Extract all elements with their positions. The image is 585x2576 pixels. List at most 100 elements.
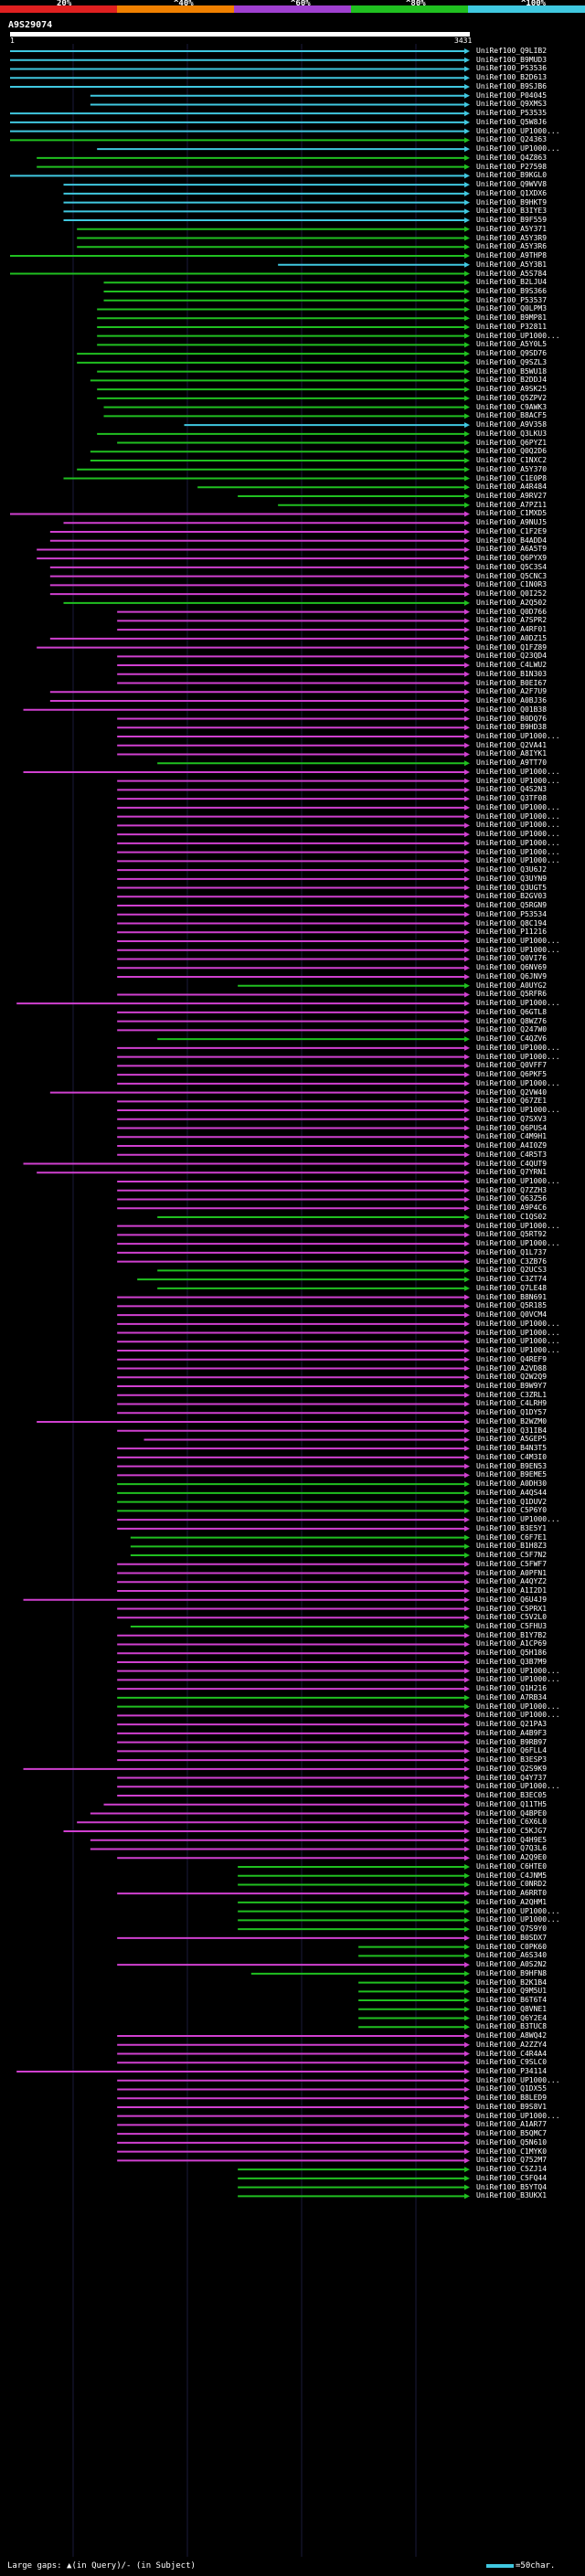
hit-label[interactable]: UniRef100_B9HKT9 — [476, 197, 548, 207]
hit-label[interactable]: UniRef100_Q752M7 — [476, 2156, 548, 2165]
hit-label[interactable]: UniRef100_A5Y3R9 — [476, 233, 548, 242]
hit-label[interactable]: UniRef100_A6S340 — [476, 1951, 548, 1960]
hit-label[interactable]: UniRef100_Q5H186 — [476, 1648, 548, 1658]
hit-label[interactable]: UniRef100_Q2VW40 — [476, 1087, 548, 1097]
hit-label[interactable]: UniRef100_B2D613 — [476, 73, 548, 82]
hit-label[interactable]: UniRef100_C4JNM5 — [476, 1871, 548, 1880]
hit-label[interactable]: UniRef100_B9KGL0 — [476, 171, 548, 180]
hit-label[interactable]: UniRef100_Q7YRN1 — [476, 1168, 548, 1177]
hit-label[interactable]: UniRef100_A9TT70 — [476, 758, 548, 768]
hit-label[interactable]: UniRef100_UP1000... — [476, 1782, 560, 1791]
hit-label[interactable]: UniRef100_Q9SD76 — [476, 349, 548, 358]
hit-label[interactable]: UniRef100_Q5RFR6 — [476, 990, 548, 999]
hit-label[interactable]: UniRef100_Q8WZ76 — [476, 1016, 548, 1025]
hit-label[interactable]: UniRef100_A1I2D1 — [476, 1586, 548, 1595]
hit-label[interactable]: UniRef100_Q3U6J2 — [476, 865, 548, 875]
hit-label[interactable]: UniRef100_C5F7N2 — [476, 1551, 548, 1560]
hit-label[interactable]: UniRef100_A4B9F3 — [476, 1728, 548, 1737]
hit-label[interactable]: UniRef100_UP1000... — [476, 1915, 560, 1924]
hit-label[interactable]: UniRef100_Q6GTL8 — [476, 1007, 548, 1016]
hit-label[interactable]: UniRef100_Q5R185 — [476, 1301, 548, 1310]
hit-label[interactable]: UniRef100_C4M3I0 — [476, 1452, 548, 1461]
hit-label[interactable]: UniRef100_A9P4C6 — [476, 1203, 548, 1213]
hit-label[interactable]: UniRef100_UP1000... — [476, 945, 560, 954]
hit-label[interactable]: UniRef100_A8IYK1 — [476, 749, 548, 758]
hit-label[interactable]: UniRef100_Q4BPE0 — [476, 1808, 548, 1818]
hit-label[interactable]: UniRef100_Q6PUS4 — [476, 1123, 548, 1132]
hit-label[interactable]: UniRef100_UP1000... — [476, 2075, 560, 2084]
hit-label[interactable]: UniRef100_UP1000... — [476, 856, 560, 865]
hit-label[interactable]: UniRef100_C9AWK3 — [476, 402, 548, 411]
hit-label[interactable]: UniRef100_B9HD38 — [476, 723, 548, 732]
hit-label[interactable]: UniRef100_Q0LPM3 — [476, 304, 548, 313]
hit-label[interactable]: UniRef100_Q247W0 — [476, 1025, 548, 1034]
hit-label[interactable]: UniRef100_B9MUD3 — [476, 55, 548, 64]
hit-label[interactable]: UniRef100_A5Y371 — [476, 224, 548, 233]
hit-label[interactable]: UniRef100_A9SK25 — [476, 385, 548, 394]
hit-label[interactable]: UniRef100_UP1000... — [476, 847, 560, 856]
hit-label[interactable]: UniRef100_Q5RT92 — [476, 1230, 548, 1239]
hit-label[interactable]: UniRef100_Q3B7M9 — [476, 1657, 548, 1666]
hit-label[interactable]: UniRef100_UP1000... — [476, 811, 560, 821]
hit-label[interactable]: UniRef100_C1NXC2 — [476, 456, 548, 465]
hit-label[interactable]: UniRef100_A0DH30 — [476, 1479, 548, 1489]
hit-label[interactable]: UniRef100_B3IYE3 — [476, 207, 548, 216]
hit-label[interactable]: UniRef100_UP1000... — [476, 1666, 560, 1675]
hit-label[interactable]: UniRef100_C0PK60 — [476, 1942, 548, 1951]
hit-label[interactable]: UniRef100_A0PFN1 — [476, 1568, 548, 1577]
hit-label[interactable]: UniRef100_UP1000... — [476, 1675, 560, 1684]
hit-label[interactable]: UniRef100_Q1H216 — [476, 1684, 548, 1693]
hit-label[interactable]: UniRef100_B2K1B4 — [476, 1977, 548, 1987]
hit-label[interactable]: UniRef100_A4QS44 — [476, 1488, 548, 1497]
hit-label[interactable]: UniRef100_Q0VI76 — [476, 954, 548, 963]
hit-label[interactable]: UniRef100_Q0VFF7 — [476, 1061, 548, 1070]
hit-label[interactable]: UniRef100_Q9XMS3 — [476, 100, 548, 109]
hit-label[interactable]: UniRef100_UP1000... — [476, 1221, 560, 1230]
hit-label[interactable]: UniRef100_B3ESP3 — [476, 1755, 548, 1765]
hit-label[interactable]: UniRef100_UP1000... — [476, 1515, 560, 1524]
hit-label[interactable]: UniRef100_Q9LIB2 — [476, 47, 548, 55]
hit-label[interactable]: UniRef100_B2GV03 — [476, 892, 548, 901]
hit-label[interactable]: UniRef100_B3E5Y1 — [476, 1523, 548, 1532]
hit-label[interactable]: UniRef100_UP1000... — [476, 1239, 560, 1248]
hit-label[interactable]: UniRef100_B0DQ76 — [476, 714, 548, 723]
hit-label[interactable]: UniRef100_A0DZ15 — [476, 633, 548, 642]
hit-label[interactable]: UniRef100_B9HFN8 — [476, 1968, 548, 1977]
hit-label[interactable]: UniRef100_UP1000... — [476, 802, 560, 811]
hit-label[interactable]: UniRef100_Q1XDX6 — [476, 188, 548, 197]
hit-label[interactable]: UniRef100_B9SJB6 — [476, 81, 548, 90]
hit-label[interactable]: UniRef100_A4R484 — [476, 482, 548, 492]
hit-label[interactable]: UniRef100_Q67ZE1 — [476, 1097, 548, 1106]
hit-label[interactable]: UniRef100_UP1000... — [476, 776, 560, 785]
hit-label[interactable]: UniRef100_B1H8Z3 — [476, 1542, 548, 1551]
hit-label[interactable]: UniRef100_Q1DX55 — [476, 2084, 548, 2094]
hit-label[interactable]: UniRef100_UP1000... — [476, 144, 560, 154]
hit-label[interactable]: UniRef100_P32811 — [476, 322, 548, 331]
hit-label[interactable]: UniRef100_Q5CNC3 — [476, 571, 548, 580]
hit-label[interactable]: UniRef100_A9NUJ5 — [476, 518, 548, 527]
hit-label[interactable]: UniRef100_A2VD88 — [476, 1363, 548, 1373]
hit-label[interactable]: UniRef100_P53537 — [476, 295, 548, 304]
hit-label[interactable]: UniRef100_A1CP69 — [476, 1639, 548, 1648]
hit-label[interactable]: UniRef100_Q4H9E5 — [476, 1835, 548, 1844]
hit-label[interactable]: UniRef100_C4M9H1 — [476, 1132, 548, 1141]
hit-label[interactable]: UniRef100_P27598 — [476, 162, 548, 171]
hit-label[interactable]: UniRef100_B3UKX1 — [476, 2191, 548, 2200]
hit-label[interactable]: UniRef100_A2QHM1 — [476, 1897, 548, 1906]
hit-label[interactable]: UniRef100_Q7Q3L6 — [476, 1844, 548, 1853]
hit-label[interactable]: UniRef100_UP1000... — [476, 331, 560, 340]
hit-label[interactable]: UniRef100_A4QYZ2 — [476, 1577, 548, 1586]
hit-label[interactable]: UniRef100_Q6U4J9 — [476, 1595, 548, 1604]
hit-label[interactable]: UniRef100_UP1000... — [476, 830, 560, 839]
hit-label[interactable]: UniRef100_B6T6T4 — [476, 1996, 548, 2005]
hit-label[interactable]: UniRef100_B4ADD4 — [476, 535, 548, 545]
hit-label[interactable]: UniRef100_B9S366 — [476, 286, 548, 295]
hit-label[interactable]: UniRef100_UP1000... — [476, 838, 560, 847]
hit-label[interactable]: UniRef100_A7RB34 — [476, 1692, 548, 1701]
hit-label[interactable]: UniRef100_UP1000... — [476, 1043, 560, 1052]
hit-label[interactable]: UniRef100_C4QUT9 — [476, 1159, 548, 1168]
hit-label[interactable]: UniRef100_B9MP81 — [476, 313, 548, 323]
hit-label[interactable]: UniRef100_Q6FLL4 — [476, 1746, 548, 1755]
hit-label[interactable]: UniRef100_A5Y370 — [476, 464, 548, 473]
hit-label[interactable]: UniRef100_C5FHU3 — [476, 1621, 548, 1630]
